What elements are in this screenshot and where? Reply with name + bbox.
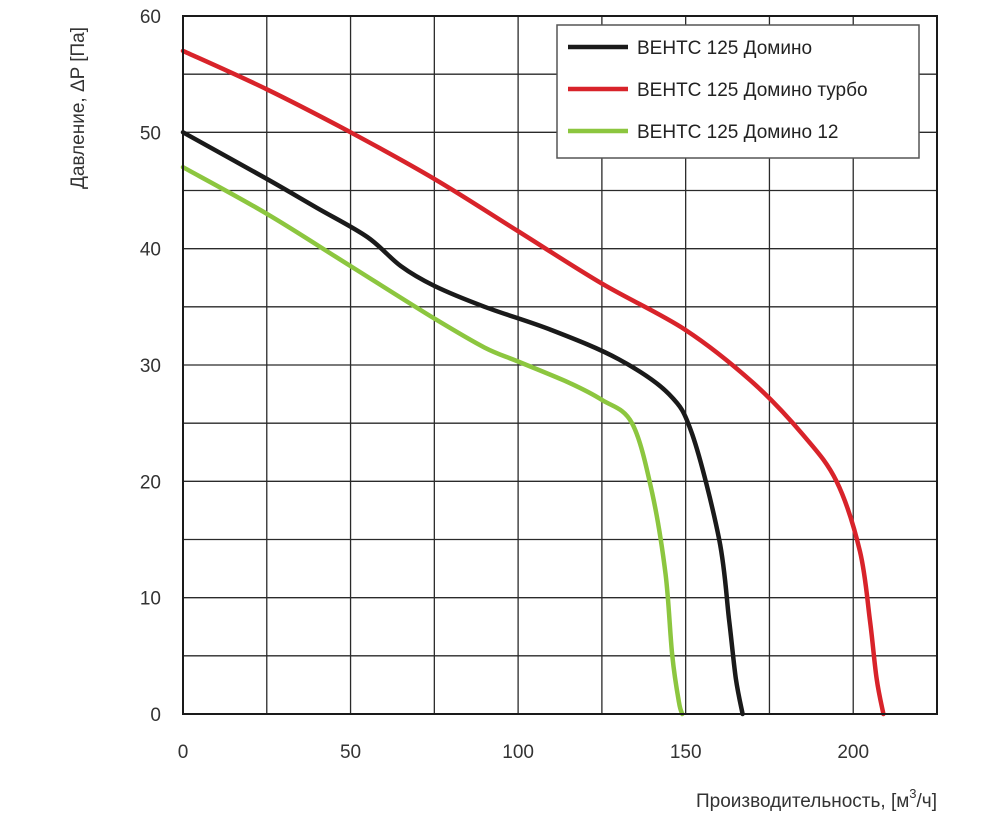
y-tick-label: 0 — [150, 705, 161, 726]
legend: ВЕНТС 125 Домино ВЕНТС 125 Домино турбо ВЕ… — [556, 24, 920, 159]
series-lines — [180, 48, 886, 717]
series-line-3 — [180, 164, 685, 717]
x-tick-label: 200 — [837, 742, 869, 763]
y-tick-label: 30 — [140, 356, 161, 377]
x-axis-label-superscript: 3 — [909, 786, 916, 801]
y-axis-label: Давление, ΔP [Па] — [68, 27, 89, 189]
y-tick-label: 50 — [140, 123, 161, 144]
y-tick-label: 20 — [140, 472, 161, 493]
x-tick-label: 0 — [178, 742, 189, 763]
series-line-2 — [180, 48, 886, 717]
y-tick-label: 10 — [140, 589, 161, 610]
legend-label-1: ВЕНТС 125 Домино — [637, 38, 812, 59]
legend-label-2: ВЕНТС 125 Домино турбо — [637, 80, 868, 101]
x-tick-label: 150 — [670, 742, 702, 763]
x-axis-label-tail: /ч] — [917, 791, 937, 812]
plot-frame — [182, 15, 938, 715]
x-tick-label: 100 — [502, 742, 534, 763]
tick-labels: 0 10 20 30 40 50 60 0 50 100 150 200 — [140, 7, 869, 763]
y-tick-label: 40 — [140, 240, 161, 261]
legend-label-3: ВЕНТС 125 Домино 12 — [637, 122, 838, 143]
x-axis-label-main: Производительность, [м — [696, 791, 909, 812]
x-tick-label: 50 — [340, 742, 361, 763]
x-axis-label: Производительность, [м3/ч] — [696, 786, 937, 812]
y-tick-label: 60 — [140, 7, 161, 28]
series-line-1 — [180, 130, 745, 717]
